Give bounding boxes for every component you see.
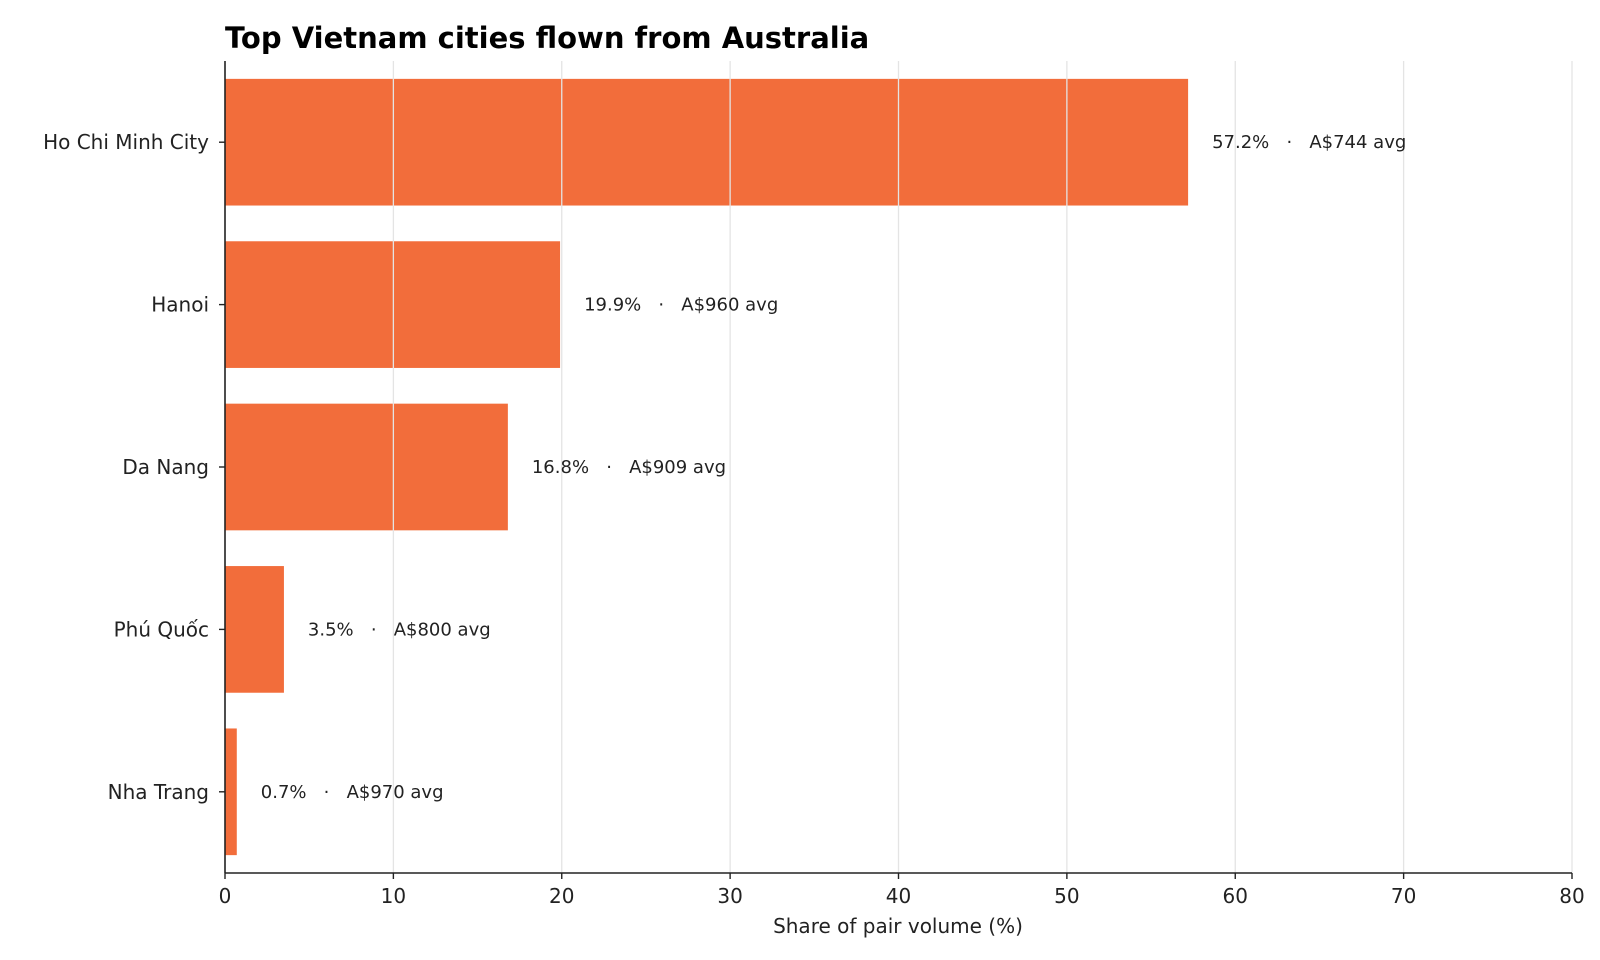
- x-tick-label-7: 70: [1391, 884, 1416, 908]
- category-label-0: Ho Chi Minh City: [43, 130, 209, 154]
- x-tick-label-8: 80: [1559, 884, 1584, 908]
- data-labels: 57.2% · A$744 avg 19.9% · A$960 avg 16.8% …: [261, 132, 1407, 803]
- chart-title: Top Vietnam cities flown from Australia: [225, 21, 869, 55]
- data-label-0: 57.2% · A$744 avg: [1212, 132, 1406, 153]
- data-label-3: 3.5% · A$800 avg: [308, 619, 491, 640]
- x-tick-label-5: 50: [1054, 884, 1079, 908]
- category-label-4: Nha Trang: [108, 780, 209, 804]
- category-label-3: Phú Quốc: [114, 617, 209, 641]
- x-ticks: 0 10 20 30 40 50 60 70 80: [219, 873, 1585, 908]
- category-label-2: Da Nang: [122, 455, 209, 479]
- data-label-1: 19.9% · A$960 avg: [584, 295, 778, 316]
- x-tick-label-6: 60: [1223, 884, 1248, 908]
- data-label-2: 16.8% · A$909 avg: [532, 457, 726, 478]
- bars: [225, 78, 1189, 856]
- bar-4: [225, 728, 237, 856]
- category-labels: Ho Chi Minh City Hanoi Da Nang Phú Quốc Nha …: [43, 130, 225, 804]
- x-tick-label-2: 20: [549, 884, 574, 908]
- data-label-4: 0.7% · A$970 avg: [261, 782, 444, 803]
- bar-0: [225, 78, 1189, 206]
- bar-2: [225, 403, 508, 531]
- bar-3: [225, 566, 284, 693]
- x-tick-label-0: 0: [219, 884, 232, 908]
- x-axis-label: Share of pair volume (%): [773, 914, 1023, 938]
- x-tick-label-1: 10: [381, 884, 406, 908]
- category-label-1: Hanoi: [151, 293, 209, 317]
- x-tick-label-3: 30: [717, 884, 742, 908]
- bar-1: [225, 241, 561, 368]
- gridlines: [392, 61, 1573, 873]
- x-tick-label-4: 40: [886, 884, 911, 908]
